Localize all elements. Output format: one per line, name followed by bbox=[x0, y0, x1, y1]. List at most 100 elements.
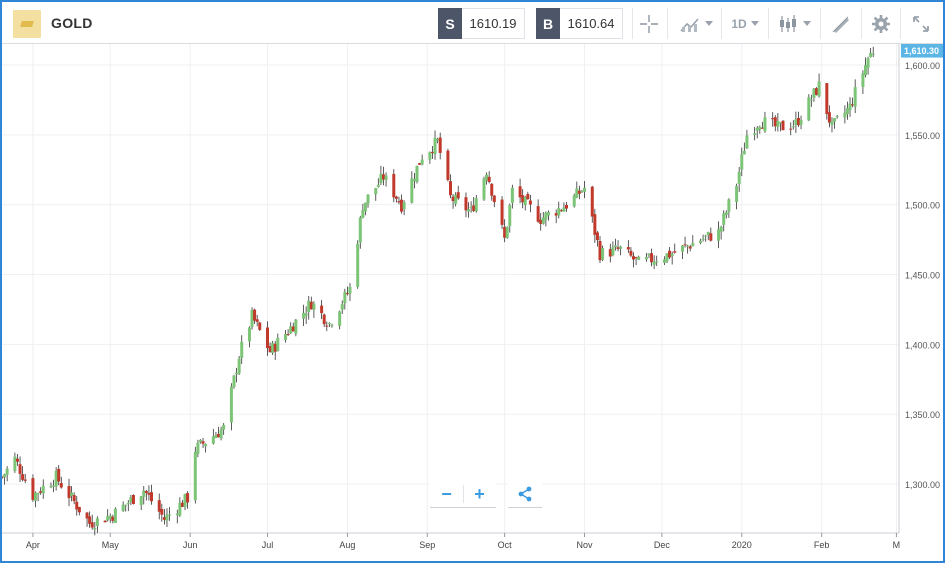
candle-body bbox=[632, 256, 636, 260]
candle-body bbox=[722, 213, 726, 225]
candle-body bbox=[384, 175, 388, 180]
candle-body bbox=[655, 261, 659, 263]
candle-body bbox=[559, 210, 563, 212]
candle-body bbox=[595, 232, 599, 241]
candle-body bbox=[222, 424, 226, 430]
candle-body bbox=[289, 326, 293, 334]
candle-body bbox=[255, 319, 259, 322]
candle-body bbox=[131, 495, 135, 504]
candle-body bbox=[572, 195, 576, 207]
candle-body bbox=[142, 490, 146, 497]
candle-body bbox=[544, 212, 548, 220]
candle-body bbox=[662, 259, 666, 263]
candle-body bbox=[562, 207, 566, 212]
candle-body bbox=[39, 491, 43, 493]
candle-body bbox=[472, 205, 476, 212]
candle-body bbox=[217, 433, 221, 438]
timeframe-dropdown[interactable]: 1D bbox=[724, 8, 766, 39]
sell-price-box[interactable]: S 1610.19 bbox=[438, 8, 525, 39]
candle-body bbox=[258, 322, 262, 330]
candle-body bbox=[201, 441, 205, 444]
candlestick-icon[interactable] bbox=[772, 8, 816, 39]
candlestick-chart[interactable]: 1,300.00 1,350.00 1,400.00 1,450.00 1,500.00… bbox=[2, 44, 943, 559]
chart-type-icon[interactable] bbox=[674, 8, 718, 39]
fullscreen-icon[interactable] bbox=[904, 8, 938, 39]
candle-body bbox=[402, 202, 406, 210]
candle-body bbox=[196, 442, 200, 454]
sell-price: 1610.19 bbox=[462, 8, 525, 39]
candle-body bbox=[415, 165, 419, 182]
candle-body bbox=[214, 435, 218, 438]
candle-body bbox=[454, 194, 458, 204]
candle-body bbox=[113, 508, 117, 523]
candle-body bbox=[95, 518, 99, 526]
candle-body bbox=[815, 88, 819, 95]
candle-body bbox=[699, 240, 703, 243]
candle-body bbox=[825, 83, 829, 114]
zoom-in-icon[interactable]: + bbox=[474, 483, 485, 504]
candle-body bbox=[758, 126, 762, 130]
candle-body bbox=[503, 226, 507, 238]
candle-body bbox=[601, 247, 605, 260]
candle-body bbox=[291, 326, 295, 332]
candle-body bbox=[381, 174, 385, 180]
candle-body bbox=[157, 500, 161, 512]
candle-body bbox=[54, 470, 58, 487]
candle-body bbox=[608, 249, 612, 257]
candle-body bbox=[183, 493, 187, 507]
gear-icon[interactable] bbox=[864, 8, 898, 39]
candle-body bbox=[737, 171, 741, 185]
share-button[interactable] bbox=[508, 481, 542, 508]
candle-body bbox=[709, 233, 713, 241]
candle-body bbox=[869, 52, 873, 58]
candle-body bbox=[150, 492, 153, 502]
candle-body bbox=[727, 199, 731, 212]
candle-body bbox=[400, 199, 404, 212]
candle-body bbox=[637, 256, 641, 260]
candle-body bbox=[745, 135, 749, 149]
crosshair-icon[interactable] bbox=[634, 8, 664, 39]
candle-body bbox=[794, 119, 798, 125]
x-tick-label: Jul bbox=[262, 540, 274, 550]
candle-body bbox=[848, 103, 852, 111]
candle-body bbox=[394, 196, 398, 199]
candle-body bbox=[843, 112, 847, 118]
candle-body bbox=[456, 192, 460, 199]
candle-body bbox=[111, 516, 115, 521]
buy-price-box[interactable]: B 1610.64 bbox=[536, 8, 623, 39]
candle-body bbox=[541, 217, 545, 224]
draw-icon[interactable] bbox=[824, 8, 858, 39]
candle-body bbox=[706, 231, 710, 236]
candle-body bbox=[438, 137, 442, 153]
candle-body bbox=[668, 250, 672, 258]
candle-body bbox=[634, 257, 638, 259]
candle-body bbox=[363, 202, 367, 212]
candle-body bbox=[247, 327, 251, 342]
candle-body bbox=[510, 187, 514, 204]
candle-body bbox=[52, 485, 56, 487]
candle-body bbox=[198, 439, 202, 443]
candle-body bbox=[719, 226, 723, 232]
candle-body bbox=[219, 429, 223, 439]
candle-body bbox=[348, 286, 352, 294]
candle-body bbox=[430, 151, 434, 154]
zoom-out-icon[interactable]: − bbox=[441, 483, 452, 504]
candle-body bbox=[327, 323, 331, 325]
candle-body bbox=[356, 243, 360, 287]
x-tick-label: M bbox=[893, 540, 901, 550]
candle-body bbox=[286, 333, 290, 335]
candle-body bbox=[835, 116, 839, 118]
candle-body bbox=[644, 256, 648, 260]
candle-body bbox=[147, 492, 151, 495]
x-tick-label: Jun bbox=[183, 540, 198, 550]
candle-body bbox=[717, 229, 721, 241]
candle-body bbox=[410, 178, 414, 203]
candle-body bbox=[13, 456, 17, 471]
candle-body bbox=[451, 196, 455, 201]
candle-body bbox=[740, 154, 744, 170]
candle-body bbox=[36, 493, 40, 495]
candle-body bbox=[345, 293, 349, 295]
candle-body bbox=[77, 506, 81, 513]
candle-body bbox=[776, 120, 780, 127]
candle-body bbox=[861, 73, 865, 87]
